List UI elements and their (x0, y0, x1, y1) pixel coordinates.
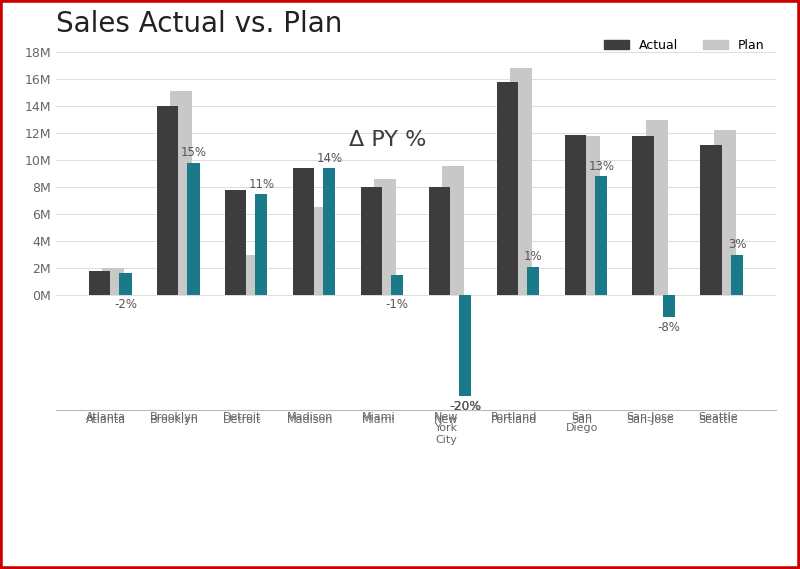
Text: 15%: 15% (181, 146, 206, 159)
Bar (731, 254, 743, 295)
Bar (663, 295, 675, 316)
Text: -1%: -1% (386, 298, 409, 311)
Text: Δ PY %: Δ PY % (349, 130, 426, 150)
Text: Miami: Miami (362, 412, 395, 422)
Text: 13%: 13% (588, 160, 614, 173)
Bar (238, 254, 260, 295)
Bar (391, 275, 403, 295)
Bar (510, 68, 532, 295)
Bar (578, 136, 600, 295)
Text: San‑Jose: San‑Jose (626, 412, 674, 422)
Text: 1%: 1% (524, 250, 542, 263)
Text: 3%: 3% (728, 238, 746, 251)
Bar (89, 271, 110, 295)
Legend: Actual, Plan: Actual, Plan (599, 34, 770, 56)
Bar (497, 82, 518, 295)
Bar (187, 163, 199, 295)
Bar (306, 207, 328, 295)
Bar (429, 187, 450, 295)
Bar (323, 168, 335, 295)
Text: Madison: Madison (287, 412, 334, 422)
Bar (527, 267, 539, 295)
Text: -20%: -20% (450, 400, 481, 413)
Bar (361, 187, 382, 295)
Text: Sales Actual vs. Plan: Sales Actual vs. Plan (56, 10, 342, 38)
Bar (102, 268, 124, 295)
Bar (255, 194, 267, 295)
Bar (442, 166, 464, 295)
Text: San
Diego: San Diego (566, 412, 598, 434)
Bar (225, 190, 246, 295)
Text: New
York
City: New York City (434, 412, 458, 445)
Bar (701, 145, 722, 295)
Bar (714, 130, 736, 295)
Text: Detroit: Detroit (223, 412, 262, 422)
Bar (293, 168, 314, 295)
Bar (595, 176, 607, 295)
Text: 11%: 11% (248, 178, 274, 191)
Bar (170, 92, 192, 295)
Bar (374, 179, 396, 295)
Bar (646, 119, 668, 295)
Text: -2%: -2% (114, 298, 137, 311)
Bar (633, 136, 654, 295)
Text: Seattle: Seattle (698, 412, 738, 422)
Bar (119, 274, 131, 295)
Text: Atlanta: Atlanta (86, 412, 126, 422)
Bar (565, 134, 586, 295)
Text: -8%: -8% (658, 321, 681, 333)
Bar (459, 295, 471, 396)
Text: Brooklyn: Brooklyn (150, 412, 199, 422)
Text: Portland: Portland (491, 412, 538, 422)
Bar (157, 106, 178, 295)
Text: 14%: 14% (316, 152, 342, 165)
Text: -20%: -20% (449, 400, 482, 413)
